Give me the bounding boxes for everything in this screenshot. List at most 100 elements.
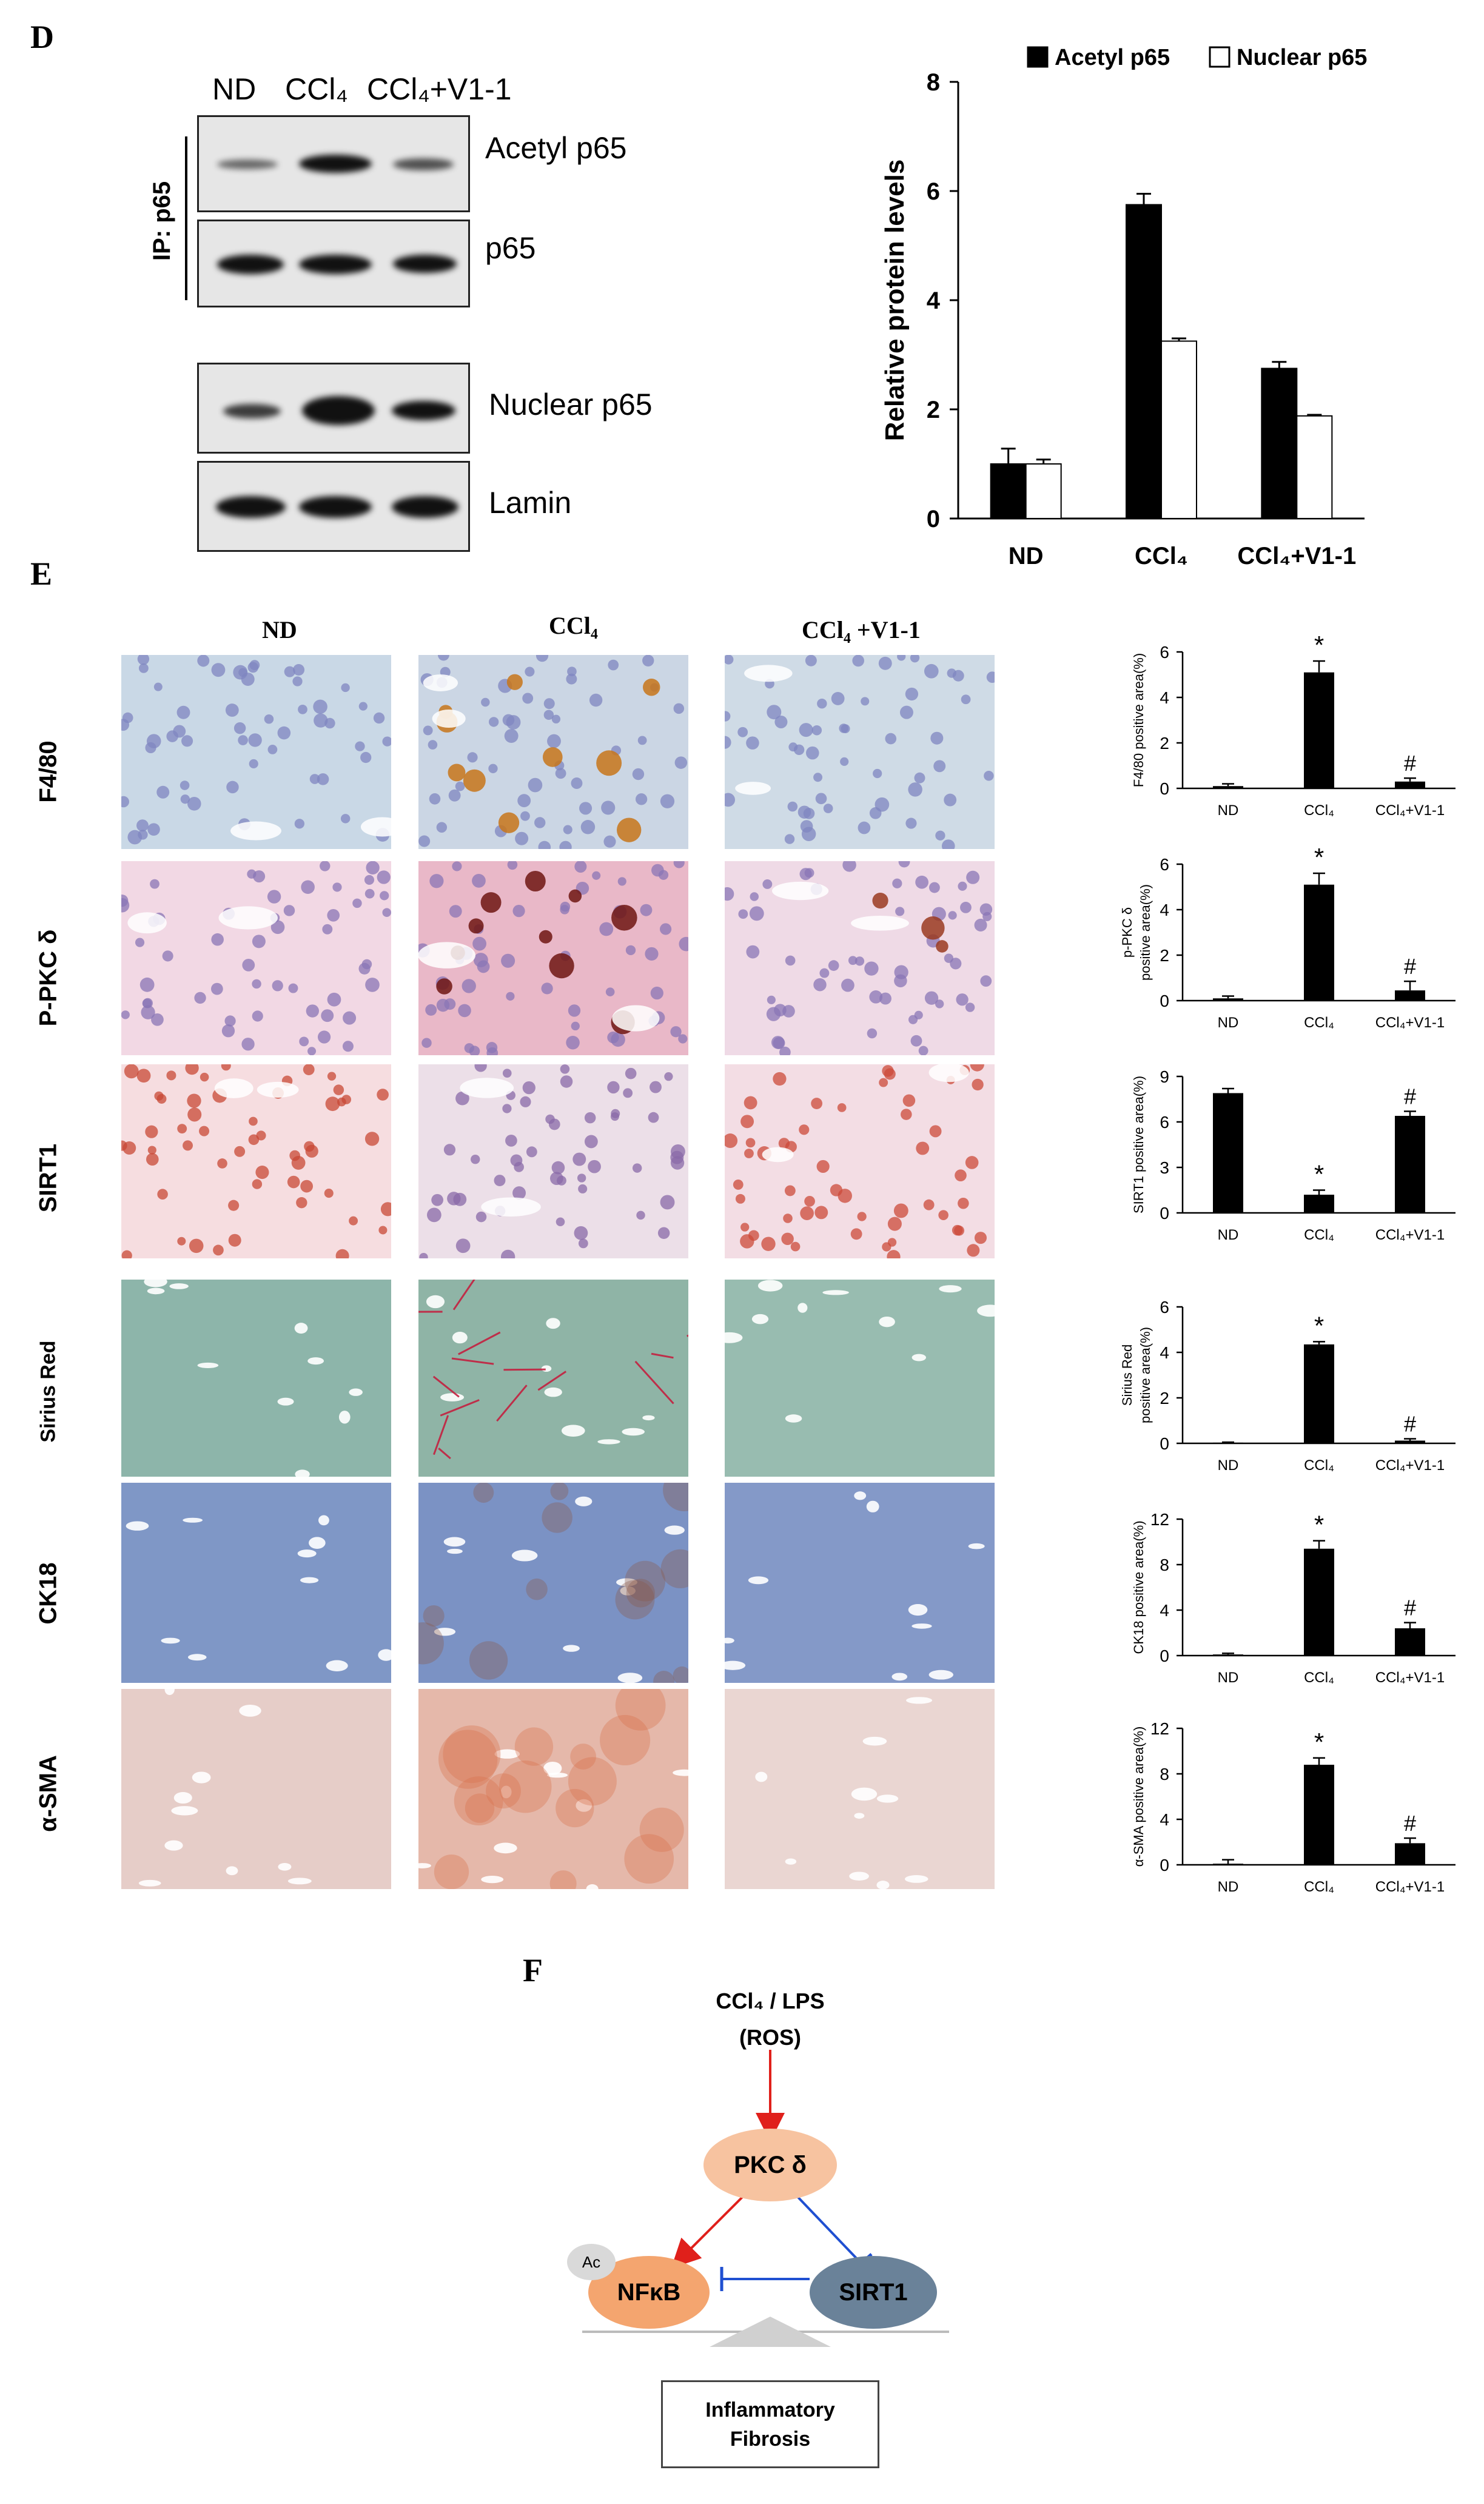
nucleus — [488, 764, 498, 773]
bar — [1395, 1440, 1425, 1443]
nucleus — [811, 1098, 823, 1109]
vessel-lumen — [164, 1840, 183, 1851]
y-tick-label: 0 — [1160, 1204, 1169, 1223]
nucleus — [534, 817, 546, 828]
vessel-lumen — [360, 817, 391, 837]
nucleus — [799, 868, 812, 881]
nucleus — [637, 736, 647, 745]
vessel-lumen — [642, 1415, 655, 1421]
x-tick-label: ND — [1009, 543, 1044, 569]
nucleus — [725, 711, 731, 722]
bar — [1213, 1654, 1243, 1656]
nucleus — [986, 671, 995, 683]
nucleus — [566, 673, 577, 685]
vessel-lumen — [418, 942, 476, 968]
vessel-lumen — [138, 1879, 161, 1887]
nucleus — [980, 975, 992, 987]
nucleus — [147, 823, 160, 836]
inhibit-pkc-to-sirt1 — [793, 2192, 862, 2264]
nucleus — [267, 890, 281, 904]
nucleus — [512, 1186, 526, 1200]
stain-region — [514, 1727, 554, 1766]
nucleus — [507, 861, 518, 870]
nucleus — [335, 1249, 349, 1258]
nucleus — [785, 955, 796, 966]
row-label-sirius: Sirius Red — [36, 1340, 60, 1443]
nucleus — [502, 1069, 512, 1078]
nucleus — [930, 731, 944, 745]
collagen-fiber — [452, 1280, 475, 1311]
nucleus — [648, 1112, 659, 1123]
nucleus — [664, 1072, 673, 1081]
nucleus — [867, 1028, 878, 1039]
y-axis-label: SIRT1 positive area(%) — [1131, 1076, 1146, 1213]
nucleus — [885, 733, 897, 745]
nucleus — [145, 742, 156, 754]
micrograph — [725, 1483, 995, 1683]
nucleus — [189, 1238, 204, 1254]
nucleus — [577, 1173, 586, 1183]
vessel-lumen — [575, 1496, 593, 1506]
nucleus — [121, 796, 130, 808]
vessel-lumen — [297, 1549, 317, 1558]
vessel-lumen — [576, 1799, 593, 1812]
nucleus — [568, 1004, 581, 1017]
bar — [1213, 1864, 1243, 1865]
nucleus — [364, 888, 375, 899]
vessel-lumen — [748, 1576, 769, 1585]
nucleus — [121, 1250, 132, 1258]
nucleus — [157, 1189, 168, 1200]
vessel-lumen — [928, 1670, 953, 1680]
nucleus — [135, 938, 145, 947]
nucleus — [147, 1146, 156, 1155]
lane-label-ccl4: CCl₄ — [285, 72, 348, 106]
micrograph — [725, 1064, 995, 1258]
chart-e-sirius: 0 2 4 6 Sirius Red positive area(%) ND * CCl₄ # CC… — [1120, 1298, 1455, 1474]
nucleus — [183, 1140, 193, 1151]
nucleus — [725, 793, 736, 807]
nucleus — [879, 1078, 888, 1087]
arrow-pkc-to-nfkb — [671, 2192, 747, 2269]
micrograph — [725, 861, 995, 1055]
nucleus — [313, 699, 327, 714]
blot-label-p65: p65 — [485, 231, 536, 265]
nucleus — [425, 1004, 437, 1016]
nucleus — [773, 1036, 785, 1049]
nucleus — [340, 814, 351, 824]
stain-region — [542, 1502, 572, 1533]
stain-spot — [468, 918, 484, 934]
vessel-lumen — [511, 1549, 538, 1562]
y-tick-label: 6 — [927, 178, 940, 205]
vessel-lumen — [257, 1081, 299, 1098]
collagen-fiber — [451, 1357, 494, 1365]
nucleus — [141, 1005, 155, 1019]
nucleus — [814, 1206, 828, 1220]
x-tick-label: ND — [1218, 1227, 1239, 1243]
micrograph — [121, 1483, 391, 1683]
nucleus — [500, 1249, 515, 1258]
legend-label: Acetyl p65 — [1055, 45, 1170, 70]
nucleus — [177, 1124, 187, 1134]
y-tick-label: 4 — [1160, 688, 1169, 707]
nucleus — [805, 655, 817, 666]
band — [299, 155, 372, 173]
nucleus — [601, 801, 616, 815]
vessel-lumen — [173, 1791, 192, 1804]
nucleus — [815, 793, 827, 805]
nucleus — [517, 794, 531, 808]
nucleus — [427, 1207, 442, 1223]
nucleus — [790, 1241, 801, 1252]
nucleus — [735, 1193, 745, 1204]
nucleus — [139, 977, 155, 992]
stain-spot — [542, 747, 563, 767]
nucleus — [277, 726, 291, 740]
nucleus — [321, 1009, 334, 1022]
nucleus — [762, 879, 773, 889]
vessel-lumen — [876, 1881, 890, 1889]
nucleus — [358, 962, 371, 975]
nucleus — [670, 1026, 682, 1038]
y-axis-label: α-SMA positive area(%) — [1131, 1727, 1146, 1867]
y-tick-label: 6 — [1160, 855, 1169, 874]
nucleus — [623, 1088, 633, 1098]
nucleus — [166, 1070, 176, 1081]
